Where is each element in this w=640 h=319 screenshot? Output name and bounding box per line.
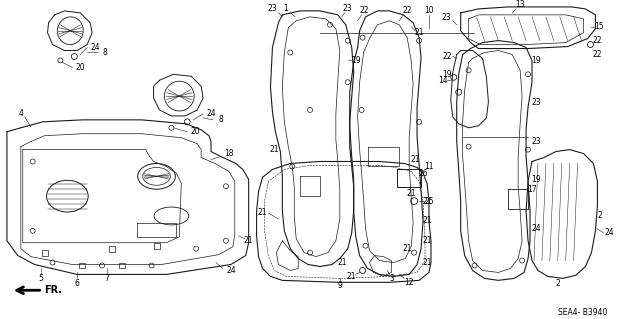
Text: 7: 7 bbox=[104, 274, 109, 283]
Text: 19: 19 bbox=[531, 175, 541, 184]
Text: 21: 21 bbox=[244, 236, 253, 245]
Text: 24: 24 bbox=[206, 109, 216, 118]
Text: 9: 9 bbox=[337, 281, 342, 290]
Text: 19: 19 bbox=[351, 56, 360, 65]
Text: 12: 12 bbox=[404, 278, 414, 287]
Text: 21: 21 bbox=[337, 258, 346, 267]
Text: 22: 22 bbox=[360, 6, 369, 15]
Text: 24: 24 bbox=[90, 43, 100, 52]
Text: 21: 21 bbox=[422, 197, 432, 206]
Text: 21: 21 bbox=[406, 189, 416, 198]
Text: 22: 22 bbox=[593, 36, 602, 45]
Text: 21: 21 bbox=[422, 216, 432, 226]
Text: 11: 11 bbox=[424, 162, 434, 171]
Text: 21: 21 bbox=[410, 155, 420, 164]
Text: 6: 6 bbox=[75, 279, 80, 288]
Text: 23: 23 bbox=[442, 13, 452, 22]
Text: 10: 10 bbox=[424, 6, 434, 15]
Text: 21: 21 bbox=[269, 145, 279, 154]
Bar bbox=[119, 263, 125, 269]
Text: 8: 8 bbox=[218, 115, 223, 124]
Text: SEA4- B3940: SEA4- B3940 bbox=[558, 308, 607, 316]
Text: 5: 5 bbox=[38, 274, 43, 283]
Text: 24: 24 bbox=[226, 266, 236, 275]
Text: 23: 23 bbox=[531, 137, 541, 146]
Text: 19: 19 bbox=[531, 56, 541, 65]
Text: 20: 20 bbox=[76, 63, 85, 72]
Text: 14: 14 bbox=[438, 76, 447, 85]
Text: 13: 13 bbox=[515, 0, 525, 10]
Text: 22: 22 bbox=[403, 6, 412, 15]
Text: 23: 23 bbox=[343, 4, 353, 13]
Text: 15: 15 bbox=[595, 22, 604, 31]
Text: 8: 8 bbox=[102, 48, 108, 57]
Text: 20: 20 bbox=[190, 127, 200, 136]
Text: 2: 2 bbox=[556, 279, 560, 288]
Text: 17: 17 bbox=[527, 185, 537, 194]
Text: 19: 19 bbox=[442, 70, 452, 79]
Text: 21: 21 bbox=[258, 209, 268, 218]
Text: 21: 21 bbox=[347, 272, 356, 281]
Text: 1: 1 bbox=[283, 4, 288, 13]
Text: 18: 18 bbox=[224, 149, 234, 158]
Text: 25: 25 bbox=[424, 197, 434, 206]
Text: 22: 22 bbox=[442, 52, 452, 61]
Text: 2: 2 bbox=[597, 211, 602, 220]
Text: 26: 26 bbox=[418, 169, 428, 178]
Text: 21: 21 bbox=[422, 258, 432, 267]
Text: 24: 24 bbox=[604, 228, 614, 237]
Text: 23: 23 bbox=[531, 98, 541, 107]
Bar bbox=[79, 263, 85, 269]
Text: 22: 22 bbox=[593, 50, 602, 59]
Bar bbox=[154, 243, 159, 249]
Text: 24: 24 bbox=[531, 224, 541, 233]
Text: 3: 3 bbox=[390, 274, 395, 283]
Text: FR.: FR. bbox=[45, 285, 63, 295]
Bar bbox=[42, 250, 47, 256]
Text: 4: 4 bbox=[19, 109, 23, 118]
Bar bbox=[109, 246, 115, 252]
Text: 21: 21 bbox=[403, 244, 412, 253]
Text: 21: 21 bbox=[414, 28, 424, 37]
Text: 21: 21 bbox=[422, 236, 432, 245]
Text: 23: 23 bbox=[268, 4, 277, 13]
